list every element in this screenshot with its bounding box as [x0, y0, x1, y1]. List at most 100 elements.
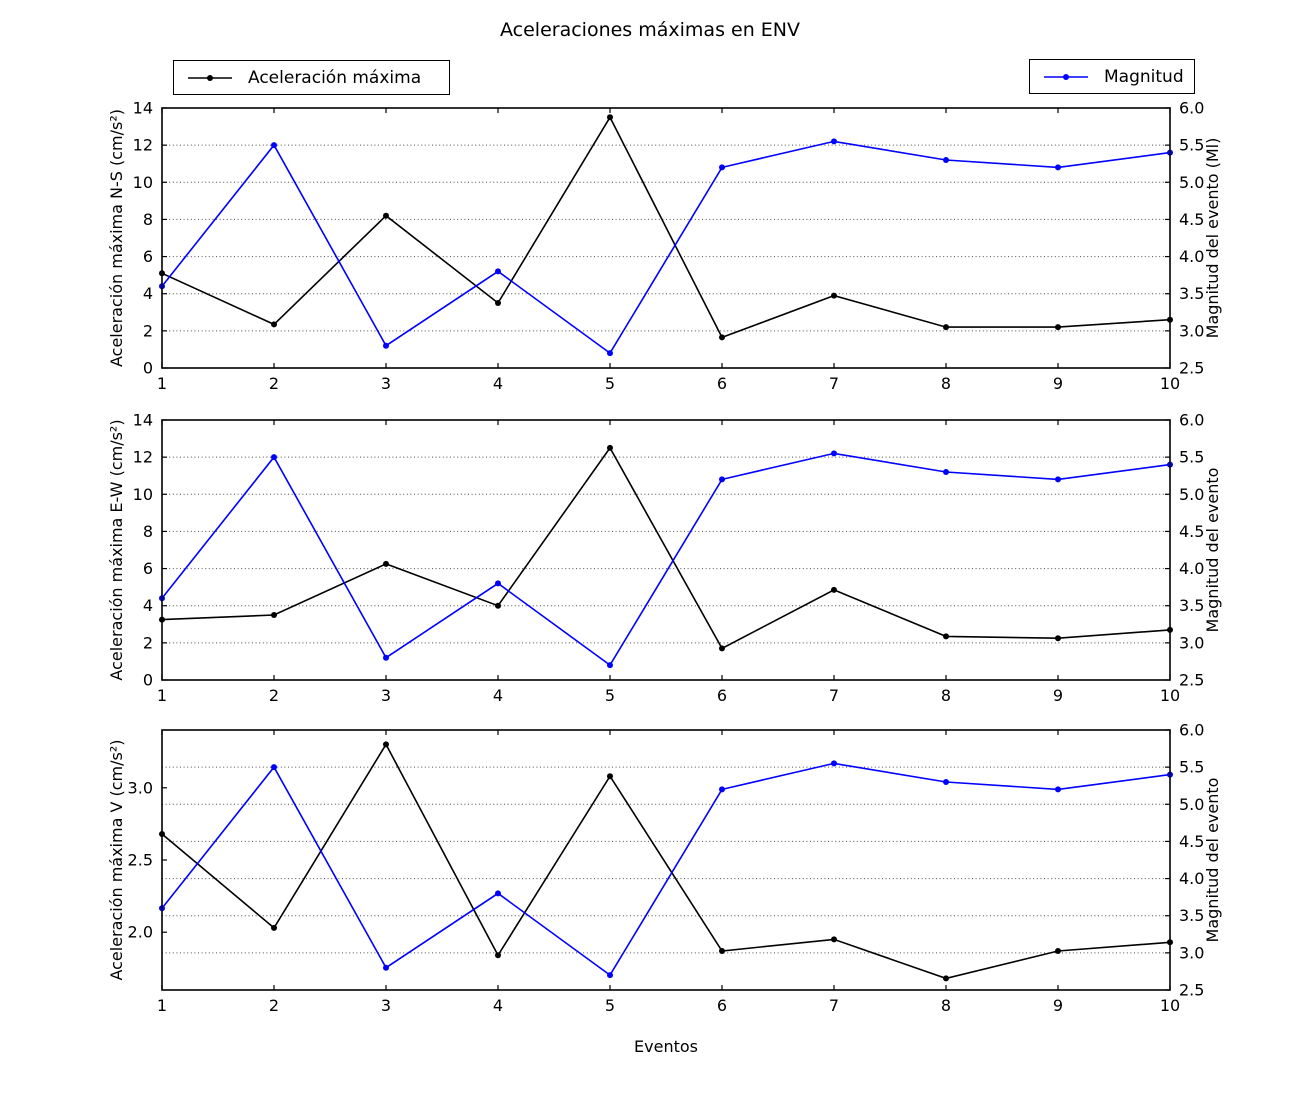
- data-point-aceleracion-maxima: [383, 212, 389, 219]
- legend-line-sample-black: [188, 74, 232, 81]
- x-tick-label: 3: [381, 686, 391, 705]
- x-tick-label: 9: [1053, 996, 1063, 1015]
- x-tick-label: 6: [717, 996, 727, 1015]
- data-point-aceleracion-maxima: [271, 321, 277, 328]
- data-point-magnitud: [495, 268, 501, 275]
- data-point-aceleracion-maxima: [831, 936, 837, 943]
- series-line-magnitud: [161, 452, 1171, 667]
- plot-frame: [161, 419, 1171, 681]
- y-tick-label-left: 10: [133, 485, 153, 504]
- y-tick-label-right: 4.0: [1179, 869, 1204, 888]
- y-tick-label-left: 8: [143, 522, 153, 541]
- data-point-magnitud: [495, 890, 501, 897]
- chart-title: Aceleraciones máximas en ENV: [500, 19, 800, 41]
- x-tick-label: 9: [1053, 686, 1063, 705]
- y-tick-label-left: 0: [143, 359, 153, 378]
- y-tick-label-left: 2: [143, 633, 153, 652]
- plot-frame: [161, 107, 1171, 369]
- data-point-magnitud: [1055, 164, 1061, 171]
- data-point-magnitud: [719, 476, 725, 483]
- data-point-magnitud: [719, 786, 725, 793]
- y-axis-label-right: Magnitud del evento: [1203, 468, 1222, 633]
- data-point-magnitud: [383, 654, 389, 661]
- y-tick-label-right: 5.0: [1179, 485, 1204, 504]
- y-tick-label-right: 4.0: [1179, 559, 1204, 578]
- data-point-magnitud: [943, 469, 949, 475]
- data-point-aceleracion-maxima: [495, 602, 501, 609]
- data-point-magnitud: [719, 164, 725, 171]
- y-tick-label-right: 4.5: [1179, 522, 1204, 541]
- data-point-magnitud: [943, 157, 949, 163]
- data-point-magnitud: [271, 142, 277, 149]
- y-tick-label-left: 2.0: [128, 923, 153, 942]
- y-tick-label-left: 4: [143, 596, 153, 615]
- y-axis-label-left: Aceleración máxima V (cm/s²): [107, 739, 126, 980]
- data-point-aceleracion-maxima: [495, 300, 501, 306]
- data-point-aceleracion-maxima: [607, 773, 613, 780]
- data-point-magnitud: [383, 964, 389, 971]
- x-tick-label: 7: [829, 374, 839, 393]
- data-point-magnitud: [495, 580, 501, 587]
- x-tick-label: 2: [269, 996, 279, 1015]
- data-point-aceleracion-maxima: [495, 952, 501, 959]
- data-point-aceleracion-maxima: [271, 612, 277, 618]
- y-tick-label-right: 4.5: [1179, 832, 1204, 851]
- subplot-ns: 1 2 3 4 5 6 7 8 9 10024681012142.53.03.54.04.55.0…: [107, 99, 1222, 394]
- y-tick-label-left: 2: [143, 321, 153, 340]
- y-axis-label-right: Magnitud del evento (Ml): [1203, 138, 1222, 339]
- data-point-aceleracion-maxima: [1055, 635, 1061, 642]
- legend-line-sample-blue: [1044, 73, 1088, 80]
- y-tick-label-right: 5.0: [1179, 173, 1204, 192]
- data-point-aceleracion-maxima: [1055, 948, 1061, 954]
- legend-magnitud: Magnitud: [1029, 59, 1195, 94]
- y-tick-label-left: 6: [143, 247, 153, 266]
- series-line-magnitud: [161, 762, 1171, 977]
- data-point-aceleracion-maxima: [383, 560, 389, 567]
- x-tick-label: 1: [157, 374, 167, 393]
- data-point-magnitud: [943, 779, 949, 785]
- y-tick-label-right: 3.5: [1179, 906, 1204, 925]
- y-tick-label-right: 2.5: [1179, 359, 1204, 378]
- data-point-aceleracion-maxima: [271, 924, 277, 931]
- y-tick-label-right: 6.0: [1179, 411, 1204, 430]
- y-tick-label-left: 12: [133, 448, 153, 467]
- y-tick-label-right: 5.0: [1179, 795, 1204, 814]
- x-tick-label: 1: [157, 996, 167, 1015]
- data-point-aceleracion-maxima: [943, 324, 949, 331]
- data-point-aceleracion-maxima: [1055, 324, 1061, 331]
- y-tick-label-right: 6.0: [1179, 721, 1204, 740]
- data-point-aceleracion-maxima: [831, 586, 837, 593]
- y-tick-label-right: 3.0: [1179, 321, 1204, 340]
- x-tick-label: 4: [493, 374, 503, 393]
- subplot-v: 1 2 3 4 5 6 7 8 9 10 2.0 2.5 3.0 2.5 3.0 3.5 4.0 4.5 5.0 5.…: [107, 721, 1222, 1016]
- legend-aceleracion-maxima: Aceleración máxima: [173, 60, 450, 95]
- y-tick-label-right: 3.0: [1179, 943, 1204, 962]
- data-point-aceleracion-maxima: [383, 741, 389, 748]
- x-tick-label: 8: [941, 686, 951, 705]
- x-tick-label: 9: [1053, 374, 1063, 393]
- y-tick-label-right: 5.5: [1179, 448, 1204, 467]
- y-tick-label-left: 3.0: [128, 778, 153, 797]
- y-tick-label-right: 4.5: [1179, 210, 1204, 229]
- y-tick-label-left: 4: [143, 284, 153, 303]
- data-point-aceleracion-maxima: [943, 633, 949, 640]
- y-tick-label-right: 4.0: [1179, 247, 1204, 266]
- data-point-magnitud: [831, 138, 837, 145]
- x-tick-label: 5: [605, 686, 615, 705]
- y-axis-label-left: Aceleración máxima E-W (cm/s²): [107, 419, 126, 680]
- y-tick-label-left: 2.5: [128, 851, 153, 870]
- x-tick-label: 2: [269, 374, 279, 393]
- data-point-magnitud: [383, 342, 389, 349]
- x-tick-label: 8: [941, 996, 951, 1015]
- y-tick-label-left: 10: [133, 173, 153, 192]
- data-point-aceleracion-maxima: [607, 444, 613, 451]
- x-tick-label: 2: [269, 686, 279, 705]
- y-tick-label-right: 2.5: [1179, 981, 1204, 1000]
- x-tick-label: 10: [1160, 996, 1180, 1015]
- plot-frame: [161, 729, 1171, 991]
- y-tick-label-right: 3.5: [1179, 284, 1204, 303]
- series-line-magnitud: [161, 140, 1171, 355]
- y-tick-label-left: 14: [133, 99, 153, 118]
